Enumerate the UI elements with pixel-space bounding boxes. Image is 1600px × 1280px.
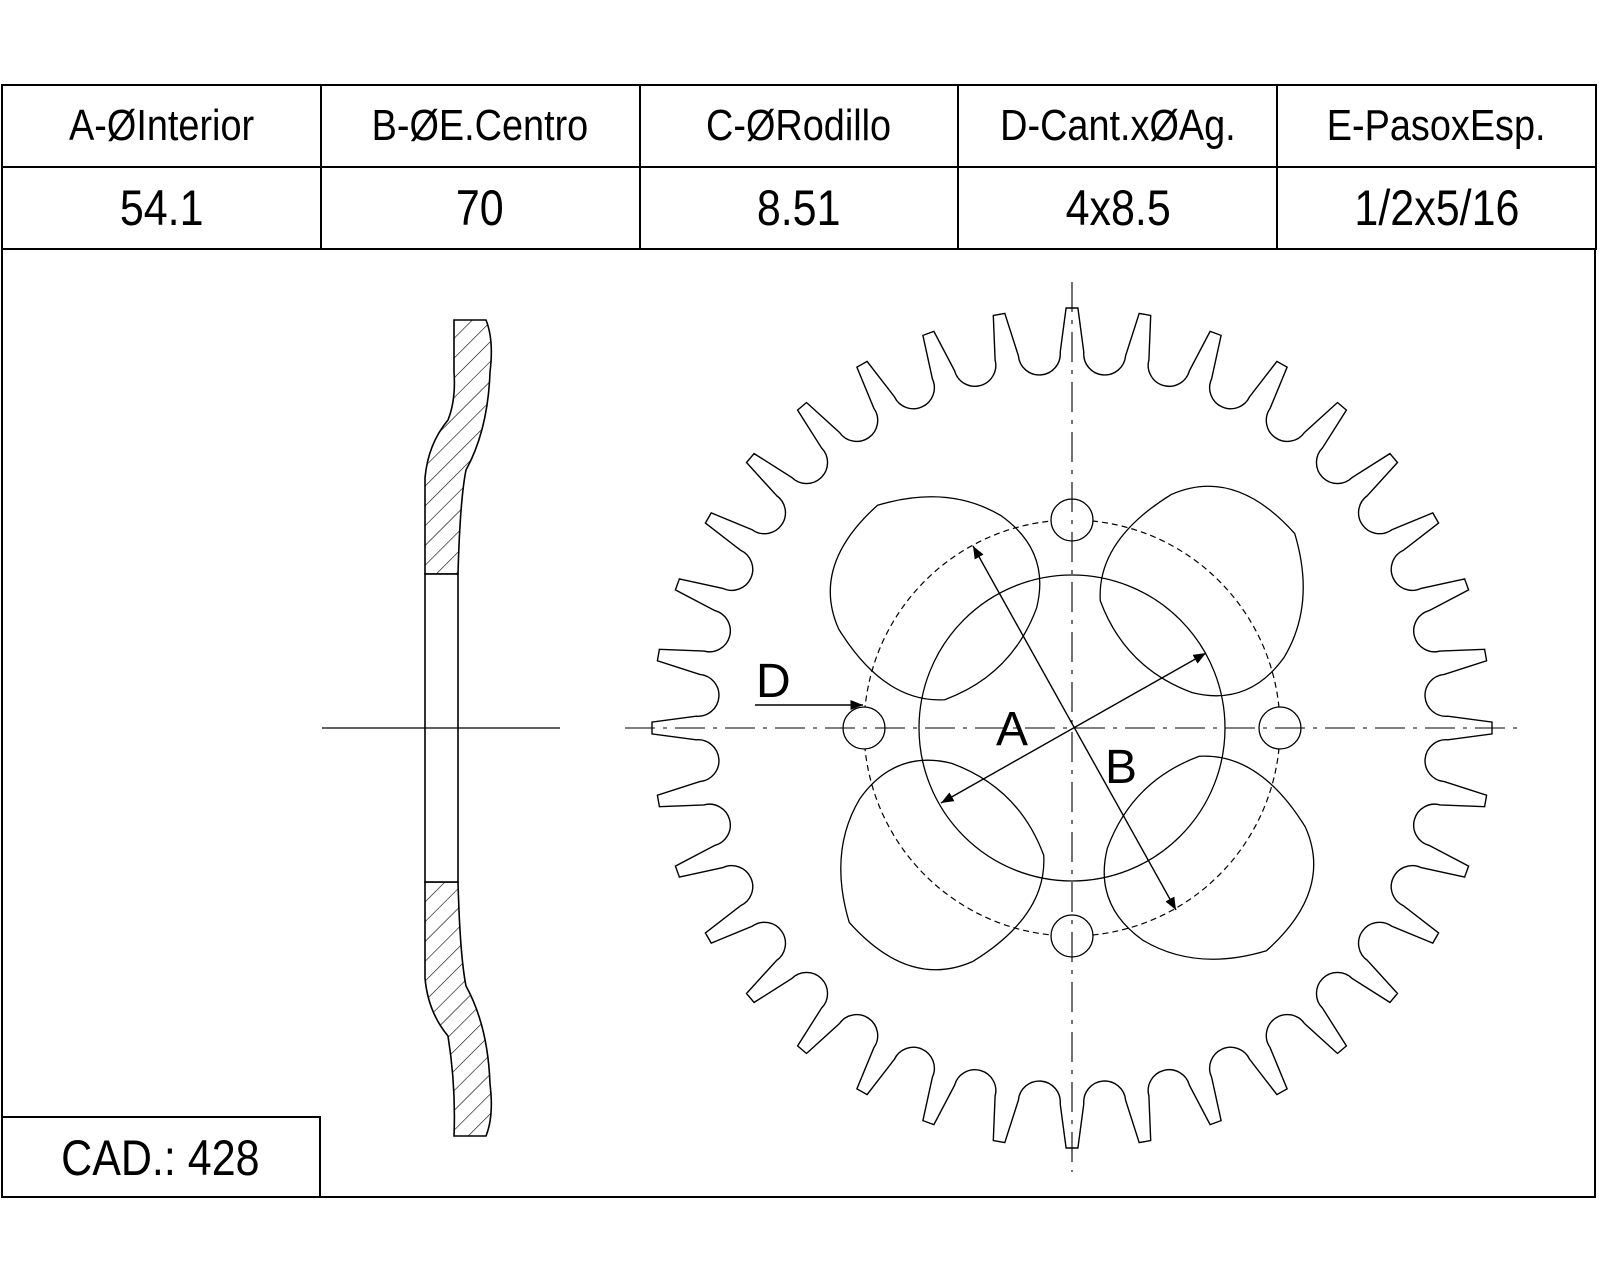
cad-label: CAD.: 428 — [60, 1130, 260, 1186]
header-a: A-ØInterior — [1, 84, 322, 168]
value-c: 8.51 — [638, 166, 960, 250]
value-d: 4x8.5 — [957, 166, 1279, 250]
label-d: D — [756, 655, 791, 708]
cad-label-box: CAD.: 428 — [1, 1116, 321, 1198]
drawing-frame — [1, 248, 1596, 1198]
dimension-b-line — [972, 545, 1177, 911]
header-c: C-ØRodillo — [638, 84, 960, 168]
value-a: 54.1 — [1, 166, 322, 250]
sprocket-side-view — [322, 319, 560, 1137]
sprocket-teeth — [651, 307, 1493, 1149]
value-e: 1/2x5/16 — [1276, 166, 1597, 250]
spec-value-row: 54.1 70 8.51 4x8.5 1/2x5/16 — [1, 166, 1597, 250]
header-e: E-PasoxEsp. — [1276, 84, 1597, 168]
lightening-hole — [829, 496, 1041, 701]
side-upper-hatch — [424, 319, 493, 575]
lightening-hole — [1099, 485, 1304, 697]
header-b: B-ØE.Centro — [319, 84, 641, 168]
side-lower-hatch — [424, 881, 493, 1137]
lightening-hole — [840, 759, 1045, 971]
sprocket-front-view — [625, 282, 1520, 1172]
spec-header-row: A-ØInterior B-ØE.Centro C-ØRodillo D-Can… — [1, 84, 1597, 168]
value-b: 70 — [319, 166, 641, 250]
header-d: D-Cant.xØAg. — [957, 84, 1279, 168]
label-b: B — [1105, 741, 1137, 794]
spec-table: A-ØInterior B-ØE.Centro C-ØRodillo D-Can… — [1, 84, 1597, 250]
label-a: A — [996, 703, 1028, 756]
